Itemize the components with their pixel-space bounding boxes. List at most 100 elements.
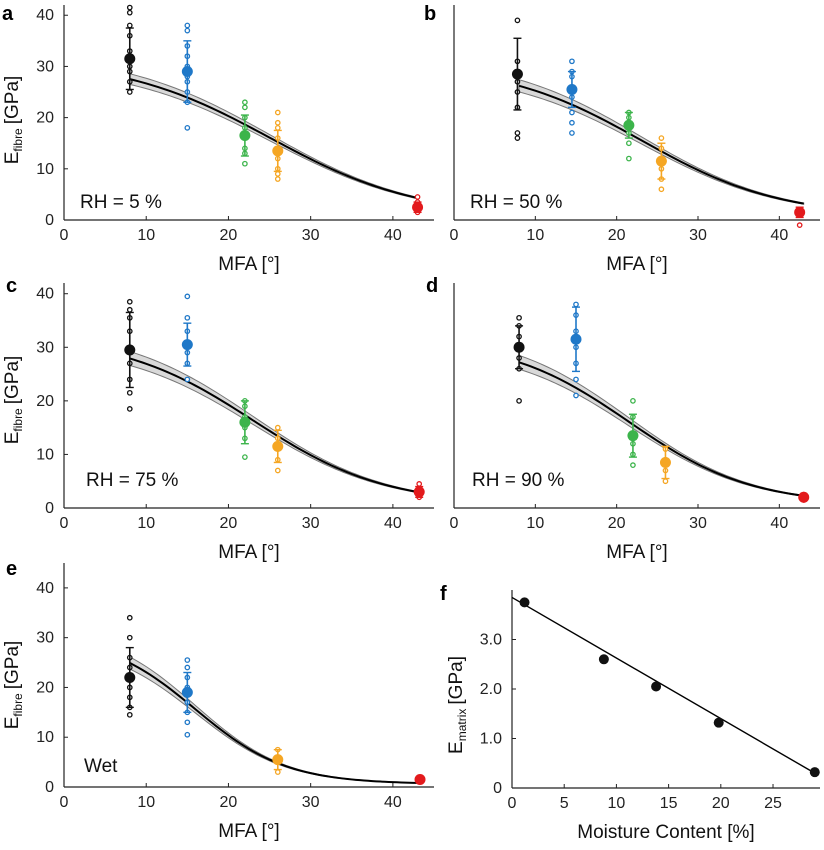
x-tick-label: 20 — [608, 227, 626, 244]
mean-point — [627, 430, 639, 442]
mean-point — [272, 440, 284, 452]
y-axis-label: Efibre[GPa] — [2, 641, 25, 730]
sample-point — [569, 109, 575, 116]
model-curve — [518, 361, 804, 497]
sample-group — [627, 398, 639, 468]
x-tick-label: 10 — [137, 515, 155, 532]
panel-letter: b — [424, 3, 436, 25]
sample-point — [126, 306, 133, 313]
x-tick-label: 40 — [770, 515, 788, 532]
x-tick-label: 10 — [608, 795, 626, 812]
panel-letter: c — [6, 275, 17, 297]
x-tick-label: 10 — [137, 227, 155, 244]
sample-point — [274, 176, 281, 182]
x-tick-label: 15 — [660, 795, 678, 812]
x-tick-label: 20 — [608, 515, 626, 532]
condition-label: RH = 75 % — [86, 470, 179, 491]
mean-point — [181, 339, 193, 351]
mean-point — [623, 119, 635, 131]
mean-point — [566, 83, 578, 95]
sample-point — [242, 99, 248, 106]
y-tick-label: 30 — [36, 630, 54, 647]
y-tick-label: 0 — [45, 500, 54, 517]
sample-group — [414, 774, 426, 786]
sample-group — [794, 206, 806, 228]
x-axis-label: MFA [°] — [606, 254, 667, 275]
sample-group — [412, 194, 424, 216]
mean-point — [570, 333, 582, 345]
sample-group — [124, 298, 136, 412]
data-point — [519, 597, 530, 608]
y-axis-label: Ematrix[GPa] — [446, 656, 469, 754]
y-tick-label: 30 — [36, 339, 54, 356]
sample-point — [184, 314, 191, 321]
x-tick-label: 40 — [770, 227, 788, 244]
data-point — [598, 654, 609, 665]
x-tick-label: 0 — [508, 795, 517, 812]
panel-c: 0 10 20 30 40 0 10 20 30 40 MFA [°] Efibre[GPa] c RH … — [2, 275, 434, 563]
mean-point — [798, 491, 810, 503]
sample-group — [272, 746, 284, 775]
confidence-band — [129, 656, 419, 784]
sample-point — [626, 140, 632, 147]
sample-group — [181, 293, 193, 383]
mean-point — [659, 456, 671, 468]
sample-point — [416, 481, 423, 487]
panel-letter: f — [440, 583, 447, 605]
sample-point — [514, 17, 521, 24]
mean-point — [124, 53, 136, 65]
sample-group — [623, 109, 635, 162]
y-tick-label: 40 — [36, 286, 54, 303]
sample-point — [184, 27, 191, 34]
mean-point — [412, 201, 424, 213]
sample-point — [274, 467, 281, 474]
y-tick-label: 1.0 — [480, 731, 502, 748]
sample-group — [513, 314, 525, 404]
mean-point — [181, 66, 193, 78]
sample-group — [239, 398, 251, 460]
mean-point — [272, 145, 284, 157]
panel-letter: e — [6, 558, 17, 580]
sample-point — [274, 125, 281, 131]
x-tick-label: 0 — [450, 227, 459, 244]
mean-point — [414, 774, 426, 786]
mean-point — [124, 344, 136, 356]
x-tick-label: 30 — [689, 227, 707, 244]
x-tick-label: 30 — [302, 227, 320, 244]
sample-point — [514, 135, 521, 141]
x-tick-label: 0 — [60, 227, 69, 244]
sample-point — [126, 9, 133, 16]
mean-point — [794, 206, 806, 218]
mean-point — [124, 671, 136, 683]
sample-point — [126, 389, 133, 396]
y-tick-label: 10 — [36, 161, 54, 178]
x-tick-label: 30 — [689, 515, 707, 532]
sample-point — [184, 664, 191, 671]
y-tick-label: 20 — [36, 393, 54, 410]
sample-point — [658, 186, 665, 193]
sample-point — [274, 119, 281, 126]
sample-point — [126, 634, 133, 641]
sample-point — [184, 719, 191, 726]
sample-point — [274, 171, 281, 177]
x-tick-label: 0 — [450, 515, 459, 532]
sample-group — [181, 657, 193, 738]
sample-point — [184, 376, 191, 383]
condition-label: RH = 90 % — [472, 470, 565, 491]
x-tick-label: 20 — [220, 794, 238, 811]
model-curve — [129, 662, 418, 784]
panel-e: 0 10 20 30 40 0 10 20 30 40 MFA [°] Efibre[GPa] e Wet — [2, 558, 434, 842]
sample-group — [655, 135, 667, 193]
y-tick-label: 20 — [36, 679, 54, 696]
sample-group — [272, 109, 284, 182]
panel-a: 0 10 20 30 40 0 10 20 30 40 MFA [°] Efibre[GPa] a RH … — [2, 3, 434, 275]
x-axis-label: MFA [°] — [218, 254, 279, 275]
sample-point — [514, 130, 521, 136]
sample-group — [124, 614, 136, 718]
sample-point — [126, 298, 133, 305]
y-tick-label: 2.0 — [480, 681, 502, 698]
y-tick-label: 3.0 — [480, 632, 502, 649]
panel-b: 0 10 20 30 40 MFA [°] b RH = 50 % — [424, 3, 820, 275]
y-tick-label: 10 — [36, 729, 54, 746]
